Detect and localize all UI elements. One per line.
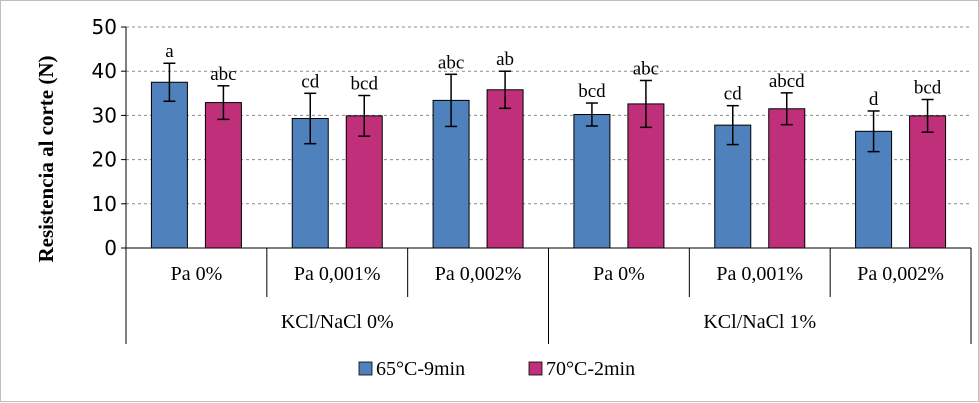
category-label: Pa 0,002% [857,263,944,285]
significance-label: cd [301,71,319,92]
significance-label: abc [633,58,659,79]
y-tick-label: 50 [92,15,117,39]
significance-label: d [869,89,879,110]
bar [345,115,383,249]
bar [909,115,947,249]
significance-label: bcd [914,77,942,98]
error-bars [163,62,934,153]
bar [573,114,611,249]
significance-label: a [165,41,174,62]
y-tick-label: 20 [92,148,117,172]
significance-label: abc [438,52,464,73]
group-label: KCl/NaCl 1% [703,311,816,333]
y-axis-label: Resistencia al corte (N) [34,55,58,262]
significance-label: ab [496,49,514,70]
legend-label: 65°C-9min [376,358,465,380]
category-label: Pa 0,002% [435,263,522,285]
bar [486,89,524,249]
category-labels: Pa 0% Pa 0,001% Pa 0,002% Pa 0% Pa 0,001% Pa … [125,248,972,344]
category-label: Pa 0% [171,263,223,285]
y-tick-label: 0 [104,236,117,260]
legend-label: 70°C-2min [546,358,635,380]
bar [150,81,188,249]
bar [714,124,752,249]
bar [768,108,806,249]
legend-swatch [528,361,543,376]
category-label: Pa 0,001% [716,263,803,285]
significance-label: abcd [769,71,805,92]
significance-label: cd [724,84,742,105]
category-label: Pa 0,001% [294,263,381,285]
group-label: KCl/NaCl 0% [281,311,394,333]
legend-swatch [358,361,373,376]
gridlines [126,26,971,205]
legend: 65°C-9min 70°C-2min [358,358,635,380]
significance-label: bcd [351,74,379,95]
bar [204,102,242,249]
y-tick-label: 10 [92,192,117,216]
y-tick-label: 30 [92,103,117,127]
category-label: Pa 0% [593,263,645,285]
significance-label: abc [210,64,236,85]
significance-labels: a cd abc bcd cd d abc bcd ab abc abcd bcd [165,41,942,110]
significance-label: bcd [578,81,606,102]
bars [150,81,947,249]
y-tick-label: 40 [92,59,117,83]
